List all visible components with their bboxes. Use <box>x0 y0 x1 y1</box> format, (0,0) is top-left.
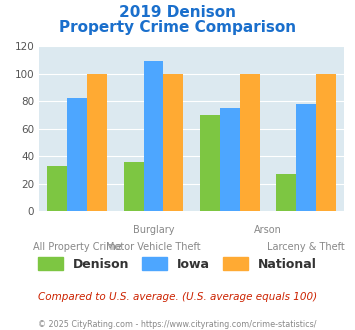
Bar <box>277 174 296 211</box>
Text: 2019 Denison: 2019 Denison <box>119 5 236 20</box>
Text: Compared to U.S. average. (U.S. average equals 100): Compared to U.S. average. (U.S. average … <box>38 292 317 302</box>
Bar <box>220 108 240 211</box>
Bar <box>87 74 107 211</box>
Text: Motor Vehicle Theft: Motor Vehicle Theft <box>106 242 201 252</box>
Bar <box>144 61 163 211</box>
Bar <box>296 104 316 211</box>
Bar <box>67 98 87 211</box>
Text: Arson: Arson <box>254 225 282 235</box>
Bar <box>124 162 144 211</box>
Text: Burglary: Burglary <box>133 225 174 235</box>
Legend: Denison, Iowa, National: Denison, Iowa, National <box>33 252 322 276</box>
Text: All Property Crime: All Property Crime <box>33 242 121 252</box>
Bar <box>200 115 220 211</box>
Bar <box>316 74 336 211</box>
Bar <box>240 74 260 211</box>
Text: Property Crime Comparison: Property Crime Comparison <box>59 20 296 35</box>
Text: © 2025 CityRating.com - https://www.cityrating.com/crime-statistics/: © 2025 CityRating.com - https://www.city… <box>38 320 317 329</box>
Bar <box>163 74 183 211</box>
Text: Larceny & Theft: Larceny & Theft <box>267 242 345 252</box>
Bar <box>48 166 67 211</box>
